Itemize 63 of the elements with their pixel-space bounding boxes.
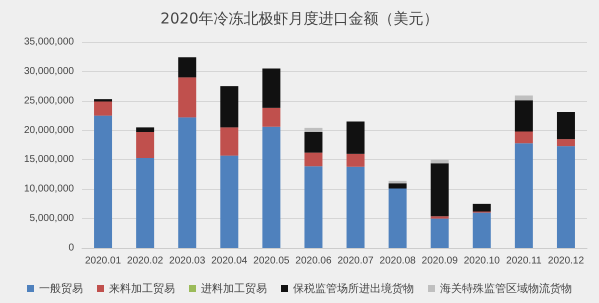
bar [262,126,280,248]
bar [178,77,196,118]
bar [430,160,449,164]
legend-label: 一般贸易 [39,282,83,295]
y-tick-label: 25,000,000 [24,95,74,106]
y-tick-label: 20,000,000 [24,124,74,136]
x-tick-label: 2020.09 [422,256,458,266]
bar [514,100,533,132]
bar [136,127,154,132]
bar [388,180,407,184]
bar [514,143,533,248]
chart-title: 2020年冷冻北极虾月度进口金额（美元） [160,10,439,28]
bar [556,112,575,140]
bar [514,131,533,144]
bar [346,121,365,154]
bar [472,212,491,248]
bar [346,166,365,248]
x-tick-label: 2020.11 [506,256,542,266]
legend-label: 海关特殊监管区域物流货物 [440,282,572,295]
bar [220,156,238,248]
bar [346,154,365,167]
x-tick-label: 2020.12 [548,256,584,266]
y-tick-label: 30,000,000 [24,66,74,77]
bar [304,166,322,248]
x-tick-label: 2020.10 [464,256,500,266]
bar [430,218,449,248]
bar [136,132,154,158]
bar [514,96,533,100]
y-tick-label: 5,000,000 [30,213,74,224]
bar [304,152,322,166]
bar [304,128,322,132]
x-tick-label: 2020.06 [295,256,332,266]
bar [94,101,112,116]
y-tick-label: 15,000,000 [24,154,74,166]
bar [262,108,280,127]
bar [472,204,491,212]
y-tick-label: 35,000,000 [24,36,74,48]
x-tick-label: 2020.04 [211,256,248,266]
bar [556,139,575,146]
bar [178,117,196,248]
bar [220,127,238,156]
legend-label: 保税监管场所进出境货物 [293,282,414,295]
x-tick-label: 2020.08 [380,256,416,266]
bar [262,68,280,108]
bar [430,216,449,219]
x-tick-label: 2020.03 [169,256,206,266]
bar [388,183,407,189]
bar [220,86,238,128]
x-tick-label: 2020.01 [84,256,122,266]
bar [136,158,154,248]
bar [556,146,575,248]
legend-label: 来料加工贸易 [109,282,175,295]
bar [430,163,449,216]
x-tick-label: 2020.07 [337,256,374,266]
y-tick-label: 10,000,000 [24,184,74,195]
legend-label: 进料加工贸易 [201,282,267,295]
bar [94,116,112,248]
x-tick-label: 2020.02 [127,256,164,266]
bar [388,188,407,248]
x-tick-label: 2020.05 [253,256,290,266]
bar [304,132,322,153]
bar [178,57,196,78]
y-tick-label: 0 [68,242,74,254]
